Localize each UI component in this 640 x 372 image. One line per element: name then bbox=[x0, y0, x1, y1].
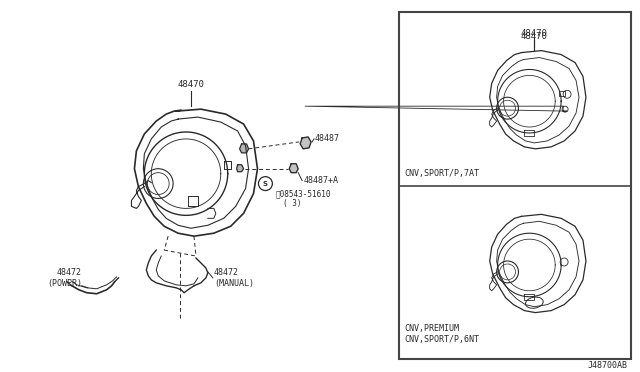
Text: J48700AB: J48700AB bbox=[588, 361, 628, 370]
Polygon shape bbox=[300, 137, 311, 149]
Bar bbox=[399, 12, 630, 359]
Text: 48472
(MANUAL): 48472 (MANUAL) bbox=[214, 268, 254, 288]
Text: 48472
(POWER): 48472 (POWER) bbox=[47, 268, 82, 288]
Text: CNV,SPORT/P,7AT: CNV,SPORT/P,7AT bbox=[404, 169, 479, 178]
Text: 48470: 48470 bbox=[177, 80, 204, 89]
Text: ( 3): ( 3) bbox=[284, 199, 302, 208]
Polygon shape bbox=[289, 164, 298, 173]
Text: S: S bbox=[263, 180, 268, 187]
Polygon shape bbox=[237, 165, 244, 172]
Text: 48470: 48470 bbox=[521, 29, 548, 38]
Text: CNV,PREMIUM
CNV,SPORT/P,6NT: CNV,PREMIUM CNV,SPORT/P,6NT bbox=[404, 324, 479, 344]
Text: Ⓢ08543-51610: Ⓢ08543-51610 bbox=[275, 189, 331, 198]
Polygon shape bbox=[239, 144, 248, 153]
Text: 48487+A: 48487+A bbox=[303, 176, 338, 185]
Text: 48487: 48487 bbox=[315, 134, 340, 144]
Text: 48470: 48470 bbox=[521, 32, 548, 41]
